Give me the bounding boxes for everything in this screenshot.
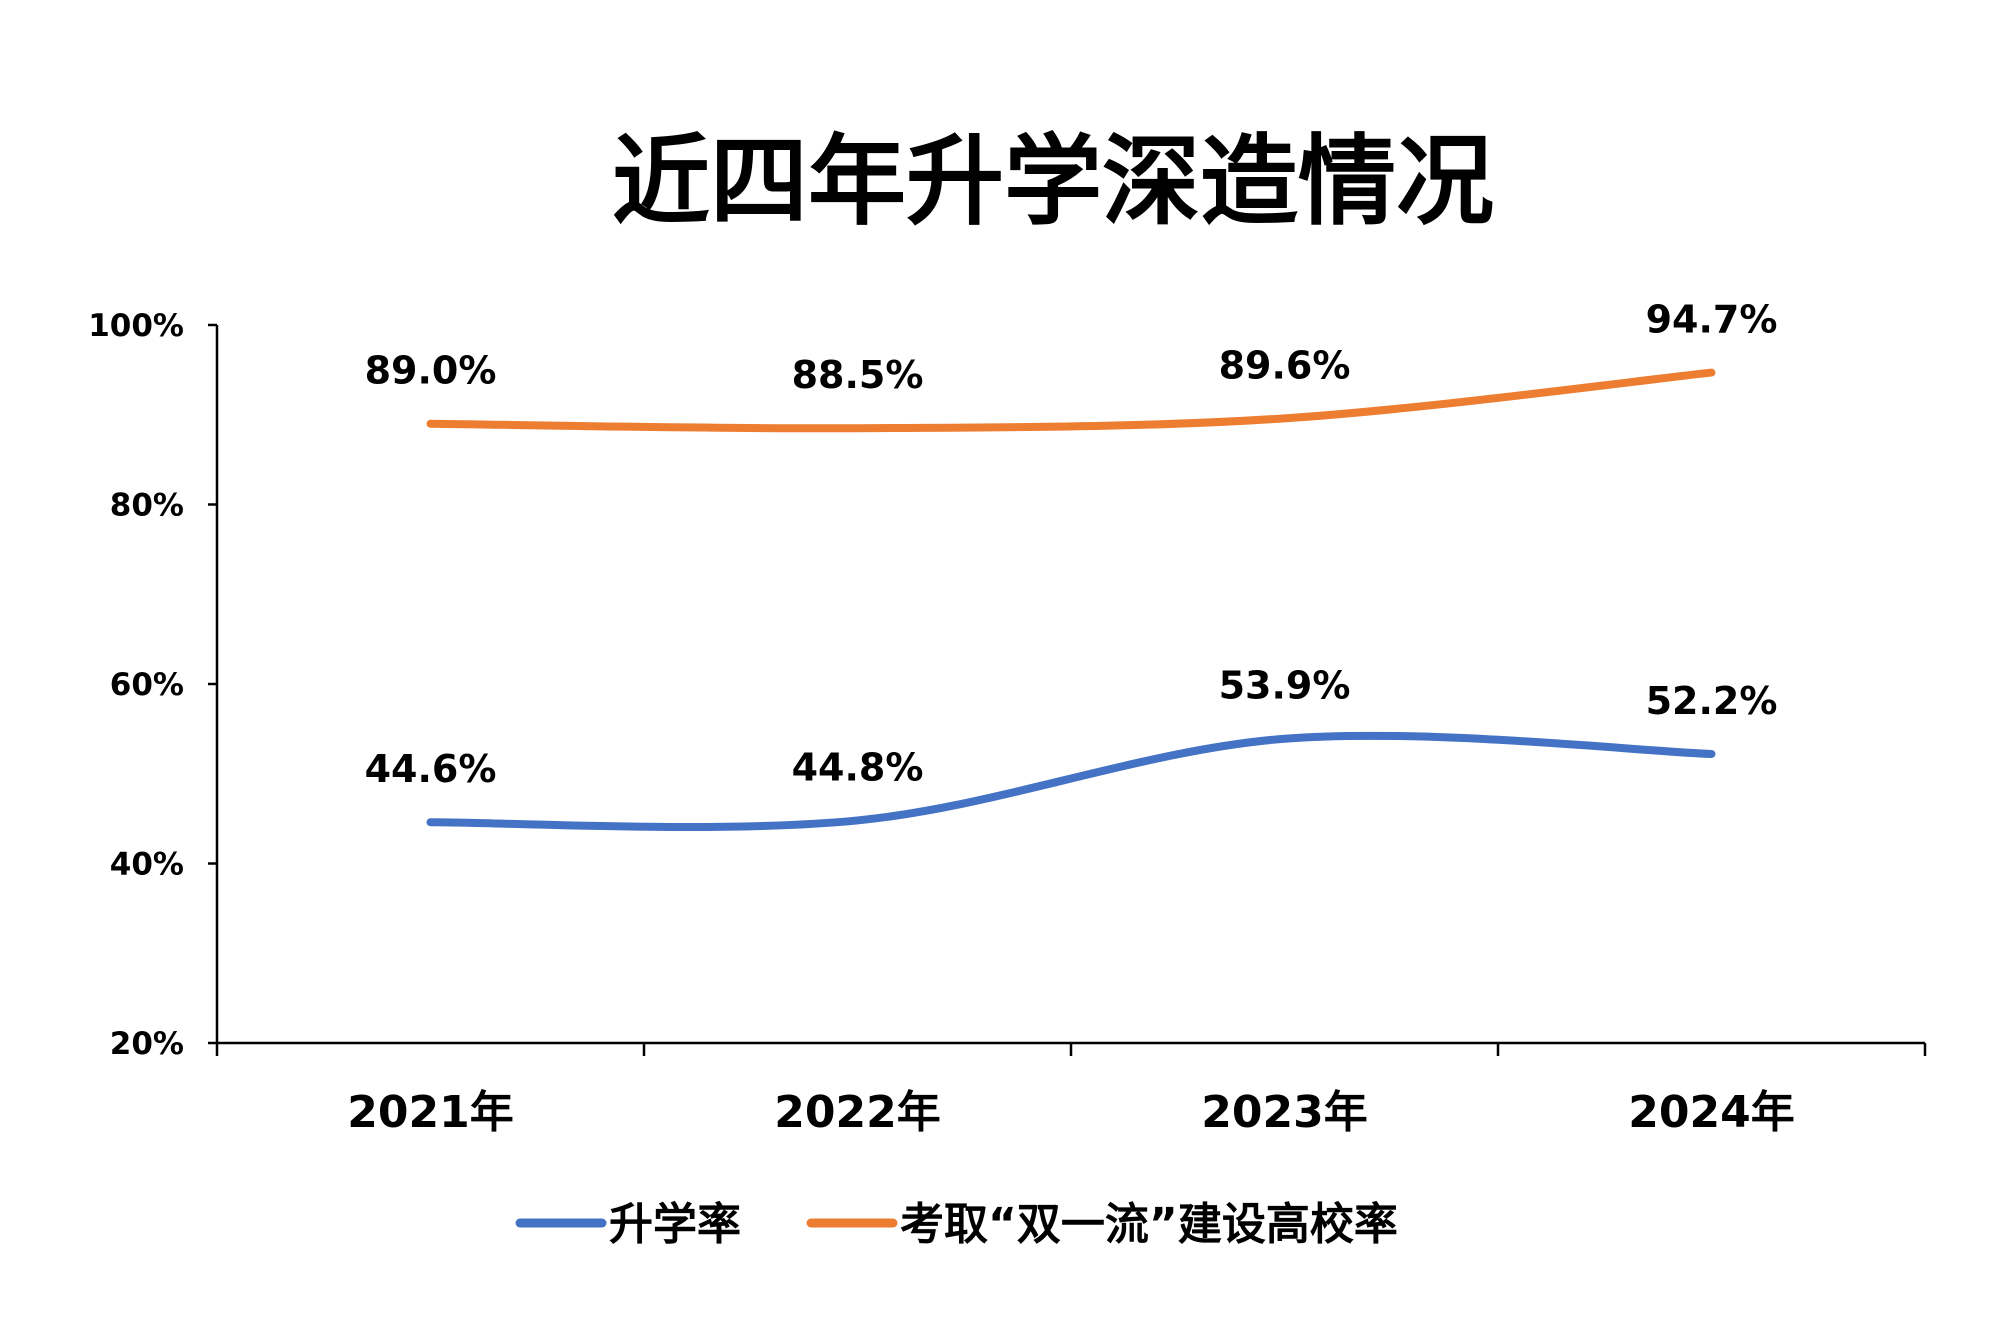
chart-title: 近四年升学深造情况 bbox=[612, 125, 1494, 239]
data-label: 94.7% bbox=[1646, 298, 1778, 342]
data-label: 53.9% bbox=[1219, 664, 1351, 708]
data-label: 52.2% bbox=[1646, 679, 1778, 723]
axes: 20% 40% 60% 80% 100% 2021年 2022年 2023年 2024年 bbox=[88, 308, 1927, 1138]
x-tick-label: 2023年 bbox=[1201, 1087, 1367, 1138]
data-label: 89.6% bbox=[1219, 343, 1351, 387]
y-tick-label: 60% bbox=[110, 667, 184, 703]
y-tick-label: 40% bbox=[110, 847, 184, 883]
y-tick-label: 80% bbox=[110, 488, 184, 524]
legend-label-1: 考取“双一流”建设高校率 bbox=[900, 1199, 1398, 1250]
data-label: 89.0% bbox=[365, 349, 497, 393]
data-label: 88.5% bbox=[792, 353, 924, 397]
x-tick-label: 2022年 bbox=[774, 1087, 940, 1138]
series-group: 44.6% 44.8% 53.9% 52.2% 89.0% 88.5% 89.6% 94.7% bbox=[365, 298, 1778, 832]
legend-label-0: 升学率 bbox=[609, 1199, 741, 1250]
series-line-1 bbox=[426, 368, 1716, 433]
data-label: 44.8% bbox=[792, 745, 924, 789]
x-tick-label: 2021年 bbox=[347, 1087, 513, 1138]
legend: 升学率 考取“双一流”建设高校率 bbox=[515, 1199, 1398, 1250]
series-line-0 bbox=[426, 731, 1716, 832]
data-label: 44.6% bbox=[365, 747, 497, 791]
x-tick-label: 2024年 bbox=[1628, 1087, 1794, 1138]
y-tick-label: 20% bbox=[110, 1026, 184, 1062]
y-tick-label: 100% bbox=[88, 308, 184, 344]
